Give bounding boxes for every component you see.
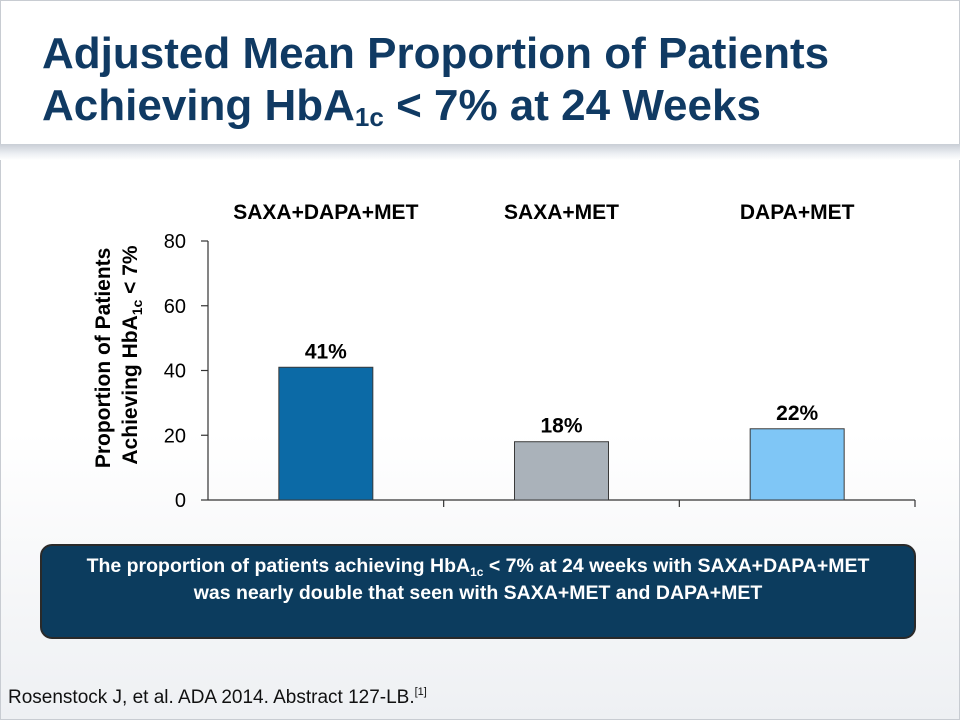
data-label: 18%: [540, 415, 582, 438]
title-line-1: Adjusted Mean Proportion of Patients: [42, 29, 830, 78]
data-labels: 41% 18% 22%: [305, 340, 819, 437]
y-tick-label: 80: [164, 231, 186, 253]
reference-citation: Rosenstock J, et al. ADA 2014. Abstract …: [8, 686, 427, 709]
bar-chart: 0 20 40 60 80 41% 18% 22% SAXA+DAPA+MET SAXA+ME…: [92, 201, 916, 512]
y-tick-label: 60: [164, 296, 186, 318]
title-line-2-sub: 1c: [354, 102, 384, 132]
bar: [749, 428, 845, 501]
y-axis-label-line-2-post: < 7%: [119, 245, 142, 300]
bar: [278, 366, 374, 501]
y-axis-label-line-2-sub: 1c: [129, 299, 145, 315]
title-line-2: Achieving HbA1c < 7% at 24 Weeks: [42, 80, 932, 132]
callout-text-pre: The proportion of patients achieving HbA: [86, 555, 471, 577]
data-label: 41%: [305, 340, 347, 363]
title-line-2-post: < 7% at 24 Weeks: [383, 81, 761, 130]
category-label: DAPA+MET: [740, 201, 855, 224]
reference-text: Rosenstock J, et al. ADA 2014. Abstract …: [8, 687, 415, 708]
chart-bars: [278, 366, 845, 501]
callout-text-sub: 1c: [470, 565, 484, 579]
slide-title: Adjusted Mean Proportion of Patients Ach…: [42, 28, 932, 132]
reference-superscript: [1]: [414, 686, 427, 698]
key-finding-callout: The proportion of patients achieving HbA…: [40, 544, 916, 639]
y-axis-label: Proportion of Patients Achieving HbA1c <…: [92, 242, 145, 468]
y-axis-label-line-1: Proportion of Patients: [92, 248, 115, 469]
title-line-2-pre: Achieving HbA: [42, 81, 355, 130]
y-tick-label: 40: [164, 361, 186, 383]
category-label: SAXA+DAPA+MET: [233, 201, 418, 224]
y-tick-label: 20: [164, 425, 186, 447]
title-divider: [0, 144, 960, 160]
y-axis-label-line-2-pre: Achieving HbA: [119, 315, 142, 464]
y-tick-label: 0: [175, 490, 186, 512]
callout-text-post: < 7% at 24 weeks with SAXA+DAPA+MET was …: [193, 555, 870, 604]
bar: [514, 441, 609, 501]
data-label: 22%: [776, 402, 818, 425]
y-axis-ticks: 0 20 40 60 80: [164, 231, 208, 512]
category-labels: SAXA+DAPA+MET SAXA+MET DAPA+MET: [233, 201, 854, 224]
category-label: SAXA+MET: [504, 201, 619, 224]
